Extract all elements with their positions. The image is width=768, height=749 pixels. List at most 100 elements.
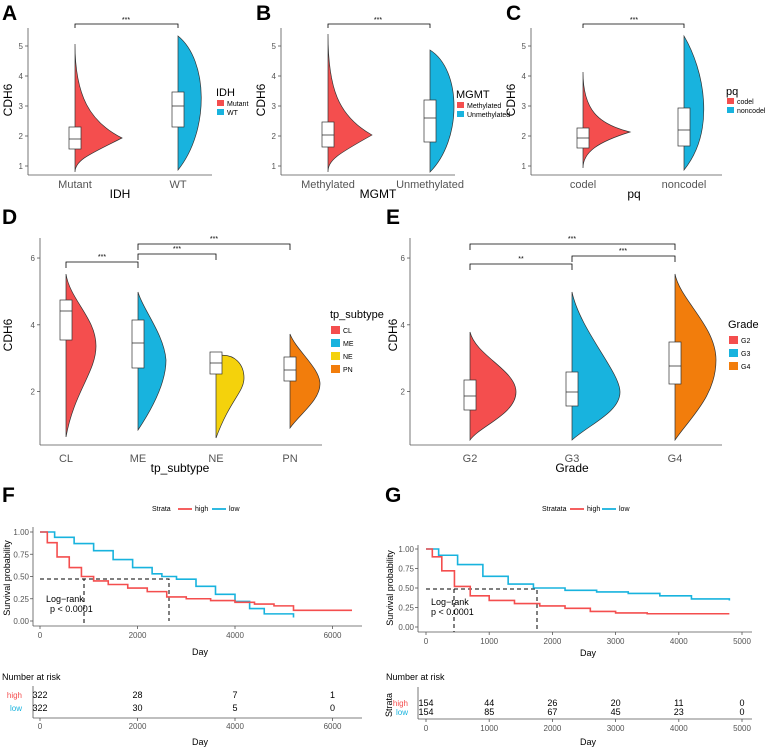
panel-f-legend-high: high [195,506,208,513]
panel-g: G Stratata high low Survival probability… [384,484,752,747]
risk-value: 85 [484,707,494,717]
panel-c-legend-title: pq [726,86,738,98]
panel-d-legend-title: tp_subtype [330,309,384,321]
ytick-label: 5 [272,42,277,51]
ytick-label: 1.00 [13,528,29,537]
risk-value: 26 [547,698,557,708]
xtick-label: 1000 [480,637,498,646]
ytick-label: 4 [522,72,527,81]
risk-value: 11 [674,698,683,708]
panel-g-legend-low: low [619,506,630,513]
box-me [131,319,145,369]
panel-b-cat-0: Methylated [301,179,355,191]
panel-g-logrank: Log−rank [431,597,469,607]
km-curve-high [40,531,352,612]
risk-xtick-label: 1000 [480,724,498,733]
legend-label-methylated: Methylated [467,103,501,110]
panel-d-sig-bracket-0 [65,261,139,268]
box-cl [59,299,73,341]
panel-d-label: D [2,206,17,229]
violin-cl [65,273,97,438]
ytick-label: 6 [401,254,406,263]
violin-g4 [674,273,717,442]
panel-e-sig-0: ** [518,256,524,263]
panel-a-ylabel: CDH6 [1,83,15,116]
legend-swatch-methylated [457,102,464,108]
panel-a-yticks: 1 2 3 4 5 [19,42,28,171]
panel-g-xticks: 0 1000 2000 3000 4000 5000 [424,632,751,646]
panel-f-label: F [2,484,15,507]
xtick-label: 2000 [129,631,147,640]
panel-e-sig-bracket-1 [571,255,676,262]
ytick-label: 0.00 [398,623,414,632]
legend-swatch-noncodel [727,107,734,113]
panel-e-xlabel: Grade [555,461,589,475]
panel-b-cat-1: Unmethylated [396,179,464,191]
panel-g-ylabel: Survival probability [385,550,395,626]
panel-c-xlabel: pq [627,187,640,201]
legend-swatch-g2 [729,336,738,344]
ytick-label: 5 [19,42,24,51]
legend-label-codel: codel [737,99,754,106]
panel-f-risk-title: Number at risk [2,672,61,682]
panel-g-yticks: 0.00 0.25 0.50 0.75 1.00 [398,545,418,632]
panel-g-risk-title: Number at risk [386,672,445,682]
legend-label-ne: NE [343,354,353,361]
panel-d-sig-bracket-2 [137,243,291,250]
violin-ne [215,354,245,439]
panel-f-legend-low: low [229,506,240,513]
legend-label-mutant: Mutant [227,101,248,108]
ytick-label: 0.75 [398,565,414,574]
panel-f-pvalue: p < 0.0001 [50,604,93,614]
panel-b-label: B [256,2,271,25]
ytick-label: 1.00 [398,545,414,554]
panel-e-sig-bracket-2 [469,243,676,250]
ytick-label: 5 [522,42,527,51]
risk-xtick-label: 2000 [129,722,147,731]
panel-e-label: E [386,206,400,229]
panel-a-sig-bracket [74,23,179,28]
risk-value: 0 [739,698,744,708]
box-mutant [68,126,82,150]
risk-xtick-label: 4000 [670,724,688,733]
risk-value: 45 [611,707,621,717]
panel-e-cat-2: G4 [668,453,683,465]
panel-e-sig-bracket-0 [469,263,573,270]
risk-value: 0 [330,703,335,713]
violin-methylated [327,33,373,173]
ytick-label: 3 [272,102,277,111]
risk-value: 322 [32,703,47,713]
panel-f-xticks: 0 2000 4000 6000 [38,626,342,640]
box-unmethylated [423,99,437,143]
legend-swatch-codel [727,98,734,104]
ytick-label: 4 [19,72,24,81]
panel-f: F Strata high low Survival probability D… [2,484,362,747]
legend-label-noncodel: noncodel [737,108,766,115]
legend-label-g2: G2 [741,338,750,345]
ytick-label: 4 [272,72,277,81]
ytick-label: 2 [31,388,36,397]
violin-wt [177,35,202,171]
risk-xtick-label: 0 [38,722,43,731]
panel-b-yticks: 1 2 3 4 5 [272,42,281,171]
legend-label-g4: G4 [741,364,750,371]
box-g4 [668,341,682,385]
panel-a-cat-0: Mutant [58,179,92,191]
panel-c-sig-bracket [582,23,685,28]
ytick-label: 0.25 [398,604,414,613]
risk-value: 7 [232,690,237,700]
violin-g3 [571,291,621,441]
legend-swatch-wt [217,109,224,115]
risk-xtick-label: 2000 [544,724,562,733]
panel-f-risk-xlabel: Day [192,737,209,747]
risk-value: 322 [32,690,47,700]
panel-g-risk-ylabel: Strata [384,693,394,717]
panel-d-ylabel: CDH6 [1,318,15,351]
xtick-label: 5000 [733,637,751,646]
panel-e-cat-0: G2 [463,453,478,465]
panel-c-cat-0: codel [570,179,596,191]
violin-pn [289,333,321,430]
xtick-label: 0 [424,637,429,646]
xtick-label: 0 [38,631,43,640]
